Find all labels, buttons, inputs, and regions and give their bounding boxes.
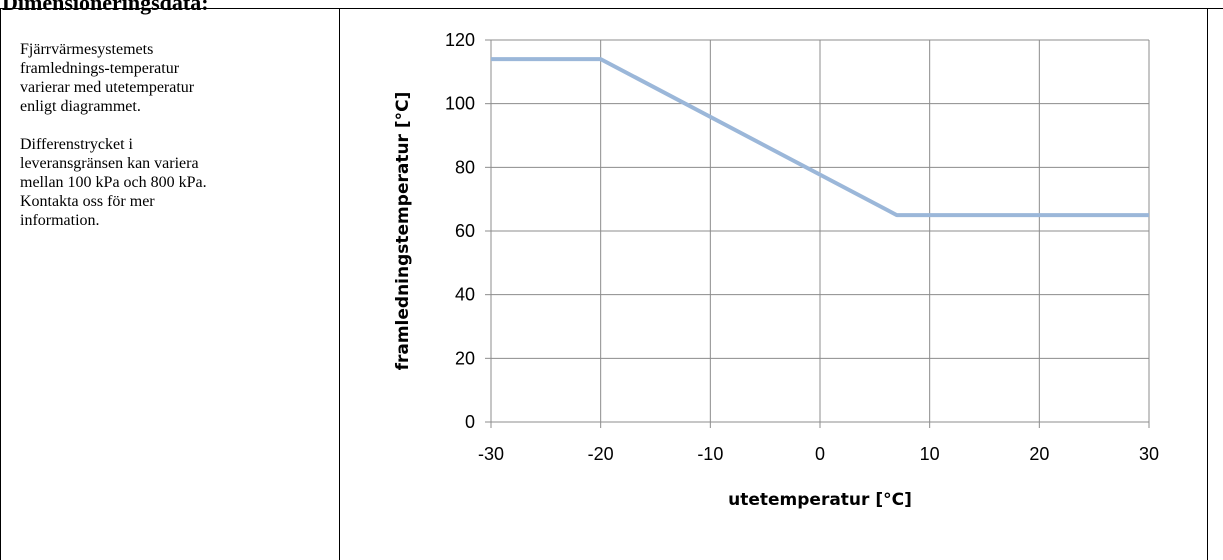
x-axis-title: utetemperatur [°C] <box>728 490 912 510</box>
x-tick-label: 10 <box>920 444 940 464</box>
x-tick-label: -20 <box>588 444 614 464</box>
y-tick-label: 60 <box>455 221 475 241</box>
y-tick-label: 100 <box>445 94 475 114</box>
table-edge-line <box>1208 8 1223 9</box>
x-tick-label: -10 <box>697 444 723 464</box>
data-table-frame <box>0 8 1208 560</box>
chart-gridlines <box>491 39 1150 422</box>
chart-axes <box>485 39 1150 428</box>
chart-tick-labels: 0 20 40 60 80 100 120 -30 -20 -10 0 10 20 30 <box>445 30 1159 464</box>
y-tick-label: 0 <box>465 412 475 432</box>
section-title: Dimensioneringsdata: <box>2 0 209 15</box>
description-text: Fjärrvärmesystemets framlednings-tempera… <box>20 40 320 249</box>
x-tick-label: 20 <box>1029 444 1049 464</box>
y-tick-label: 20 <box>455 348 475 368</box>
description-paragraph-2: Differenstrycket i leveransgränsen kan v… <box>20 136 207 229</box>
x-tick-label: 0 <box>815 444 825 464</box>
series-line <box>491 57 1149 218</box>
y-tick-label: 120 <box>445 30 475 50</box>
column-divider <box>339 8 340 560</box>
description-paragraph-1: Fjärrvärmesystemets framlednings-tempera… <box>20 41 195 115</box>
x-tick-label: 30 <box>1139 444 1159 464</box>
y-axis-title: framledningstemperatur [°C] <box>393 92 413 371</box>
chart-series <box>491 57 1149 218</box>
x-tick-label: -30 <box>478 444 504 464</box>
y-tick-label: 40 <box>455 285 475 305</box>
y-tick-label: 80 <box>455 157 475 177</box>
